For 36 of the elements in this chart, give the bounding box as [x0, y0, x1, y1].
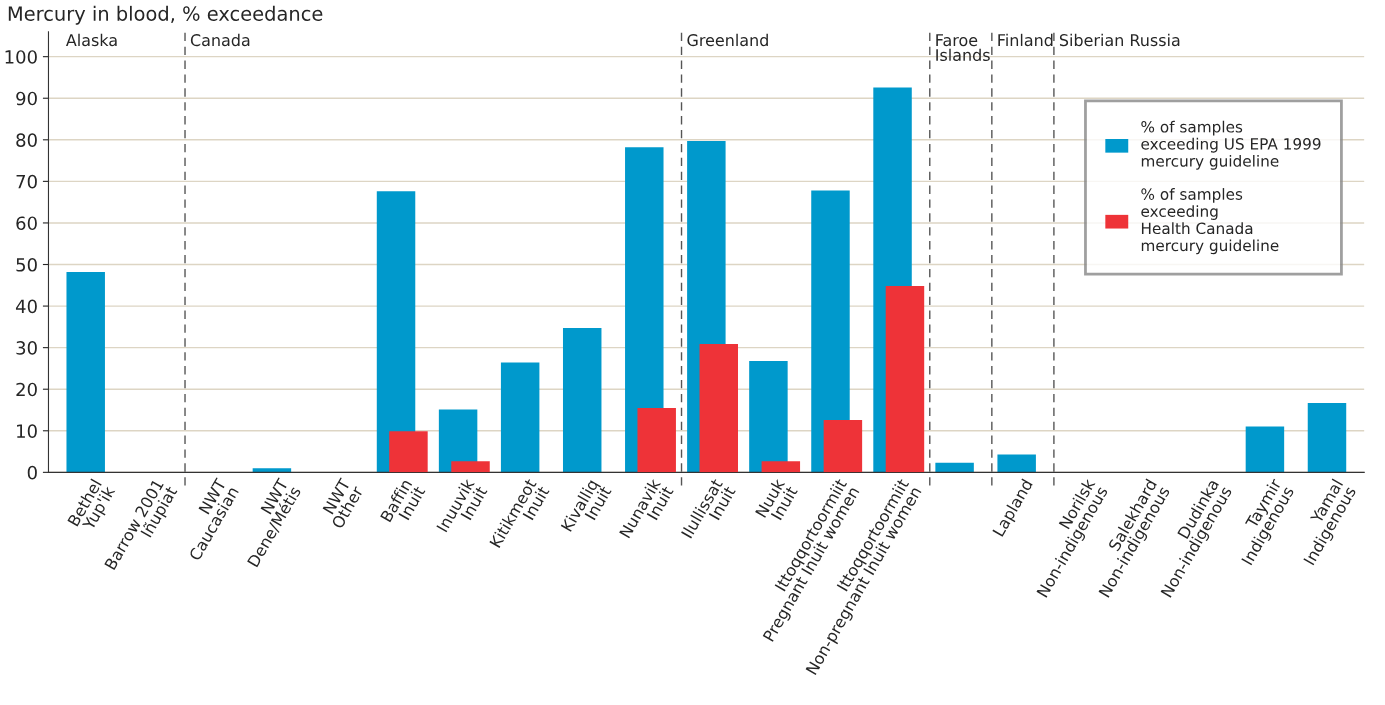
bar: [699, 343, 738, 473]
bar: [389, 431, 428, 473]
bar: [823, 419, 863, 473]
y-tick-label: 0: [27, 465, 37, 480]
legend-label: % of samples exceeding Health Canada mercury guideline: [1141, 188, 1279, 255]
legend-label: % of samples exceeding US EPA 1999 mercury guideline: [1141, 120, 1321, 170]
annotation: Faroe Islands: [936, 34, 990, 62]
bar: [252, 468, 292, 473]
y-tick-label: 40: [15, 299, 37, 314]
bar: [749, 360, 788, 473]
y-axis-title: Mercury in blood, % exceedance: [8, 5, 323, 25]
annotation: Siberian Russia: [1059, 33, 1180, 47]
bar: [500, 362, 540, 473]
annotation: Alaska: [65, 33, 117, 47]
bar: [1307, 402, 1347, 473]
y-tick-label: 70: [16, 174, 37, 189]
y-tick-label: 50: [16, 257, 37, 272]
annotation: Canada: [190, 33, 250, 47]
y-tick-label: 90: [16, 91, 37, 106]
bar: [451, 461, 490, 473]
bar: [66, 271, 105, 473]
bar: [997, 454, 1036, 473]
bar: [562, 328, 602, 473]
y-tick-label: 30: [16, 341, 37, 355]
y-tick-label: 80: [16, 133, 37, 147]
bar: [935, 462, 974, 473]
annotation: Finland: [998, 33, 1053, 47]
y-tick-label: 20: [16, 382, 37, 397]
bar: [761, 461, 801, 473]
y-tick-label: 10: [17, 424, 37, 438]
bar: [885, 286, 925, 473]
y-tick-label: 100: [5, 50, 37, 64]
annotation: Greenland: [687, 33, 768, 47]
y-tick-label: 60: [16, 216, 37, 231]
bar: [1245, 426, 1285, 473]
bar: [637, 407, 676, 473]
